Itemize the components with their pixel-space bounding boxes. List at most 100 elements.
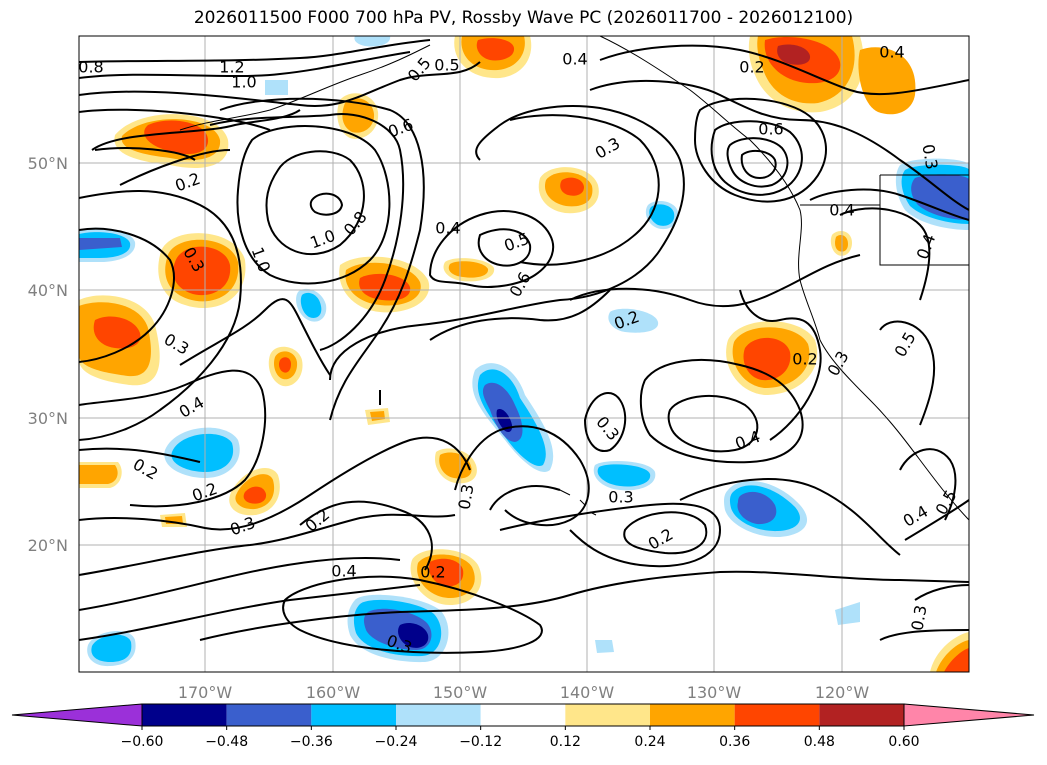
- contour-label: 0.2: [645, 525, 677, 554]
- border-canada: [800, 174, 969, 266]
- pv-contour: [583, 391, 627, 452]
- pv-contour: [219, 97, 425, 421]
- pos-shading: [79, 465, 118, 484]
- pv-contour: [454, 425, 590, 527]
- contour-label: 0.6: [506, 269, 535, 301]
- pv-contour: [79, 369, 267, 508]
- contour-label: 0.3: [161, 330, 193, 359]
- colorbar: −0.60 −0.48 −0.36 −0.24 −0.12 0.12 0.24 0.36 0.4…: [11, 703, 1035, 750]
- colorbar-extend-min: [11, 703, 143, 727]
- contour-label: 0.4: [913, 231, 940, 261]
- pv-contour: [329, 105, 685, 381]
- colorbar-tick-label: −0.12: [459, 734, 502, 750]
- pv-contour: [299, 500, 433, 571]
- neg-shading: [265, 80, 288, 95]
- pos-shading: [448, 261, 489, 278]
- pv-contour: [839, 207, 931, 301]
- lon-tick-label: 170°W: [178, 683, 233, 702]
- colorbar-tick-label: −0.24: [375, 734, 418, 750]
- pv-contour: [569, 254, 861, 308]
- contour-label: 0.2: [172, 169, 202, 196]
- pos-shading: [243, 486, 267, 504]
- neg-shading: [649, 204, 675, 226]
- contour-label: 0.4: [732, 427, 762, 454]
- pv-contour: [265, 150, 365, 255]
- contour-label: 0.4: [176, 393, 208, 422]
- pv-contour: [499, 502, 722, 568]
- contour-label: 0.3: [592, 134, 624, 163]
- coastline-alaska: [179, 44, 431, 131]
- contour-label: 0.8: [340, 208, 371, 240]
- pv-contour: [79, 513, 456, 576]
- pv-contour: [79, 51, 411, 79]
- pos-shading: [173, 246, 231, 296]
- contour-label: 0.3: [608, 488, 633, 507]
- lat-tick-label: 40°N: [28, 281, 68, 300]
- colorbar-tick-label: −0.60: [121, 734, 164, 750]
- pv-contour: [199, 570, 969, 641]
- lon-tick-label: 120°W: [815, 683, 870, 702]
- pv-contour: [79, 227, 175, 363]
- pos-shading: [560, 177, 584, 196]
- pv-contour: [282, 575, 543, 654]
- pos-shading: [144, 120, 209, 155]
- pv-contour: [428, 210, 555, 288]
- colorbar-tick-label: 0.60: [888, 734, 919, 750]
- lon-tick-label: 130°W: [687, 683, 742, 702]
- pv-contour: [179, 298, 331, 376]
- colorbar-tick-label: −0.36: [290, 734, 333, 750]
- lon-axis: 170°W 160°W 150°W 140°W 130°W 120°W: [178, 683, 870, 702]
- pv-contour: [623, 511, 708, 555]
- neg-shading: [835, 602, 860, 625]
- contour-label: 0.6: [385, 115, 415, 142]
- pv-contour: [79, 108, 271, 131]
- pos-shading: [777, 44, 811, 65]
- pv-contour: [94, 147, 196, 161]
- neg-shading: [595, 640, 614, 653]
- pv-contour: [667, 394, 759, 453]
- contour-label: 1.0: [231, 73, 256, 92]
- pv-contour: [509, 114, 660, 266]
- pv-contour: [489, 485, 561, 511]
- pv-contour: [309, 192, 344, 216]
- pv-contour: [79, 39, 431, 63]
- pv-contour: [879, 629, 969, 641]
- coastlines: [179, 36, 969, 521]
- lon-tick-label: 150°W: [433, 683, 488, 702]
- neg-shading: [171, 433, 234, 472]
- pos-shading: [858, 47, 916, 115]
- contour-label: 0.2: [739, 58, 764, 77]
- pv-contour: [79, 190, 242, 441]
- colorbar-segment: [311, 704, 396, 726]
- colorbar-segment: [396, 704, 481, 726]
- pos-shading: [429, 558, 464, 587]
- contour-label: 0.4: [829, 201, 854, 220]
- contour-label: 0.4: [331, 562, 356, 581]
- pv-contour: [119, 149, 231, 186]
- pv-contour: [79, 557, 401, 611]
- contour-label: 0.3: [907, 604, 930, 632]
- contour-label: 1.0: [248, 244, 275, 274]
- pv-contour: [904, 499, 969, 541]
- neg-shading: [398, 623, 429, 648]
- colorbar-tick-label: −0.48: [205, 734, 248, 750]
- colorbar-tick-label: 0.24: [634, 734, 665, 750]
- contour-label: 0.2: [130, 455, 162, 484]
- colorbar-segment: [142, 704, 227, 726]
- contour-label: 0.4: [435, 219, 460, 238]
- contour-label: 0.3: [227, 513, 257, 540]
- colorbar-segment: [565, 704, 650, 726]
- map-title: 2026011500 F000 700 hPa PV, Rossby Wave …: [193, 8, 854, 28]
- pv-contour: [209, 113, 405, 351]
- pv-contour: [914, 584, 969, 601]
- pv-contour: [236, 125, 391, 285]
- lat-tick-label: 30°N: [28, 409, 68, 428]
- pv-contour: [639, 359, 804, 464]
- coastline-bc: [749, 139, 821, 341]
- neg-shading: [79, 238, 122, 250]
- colorbar-outline: [141, 703, 905, 727]
- contour-label: 0.5: [932, 487, 961, 519]
- pv-contour: [477, 228, 532, 267]
- pos-shading: [359, 273, 411, 301]
- pv-contour: [79, 584, 421, 641]
